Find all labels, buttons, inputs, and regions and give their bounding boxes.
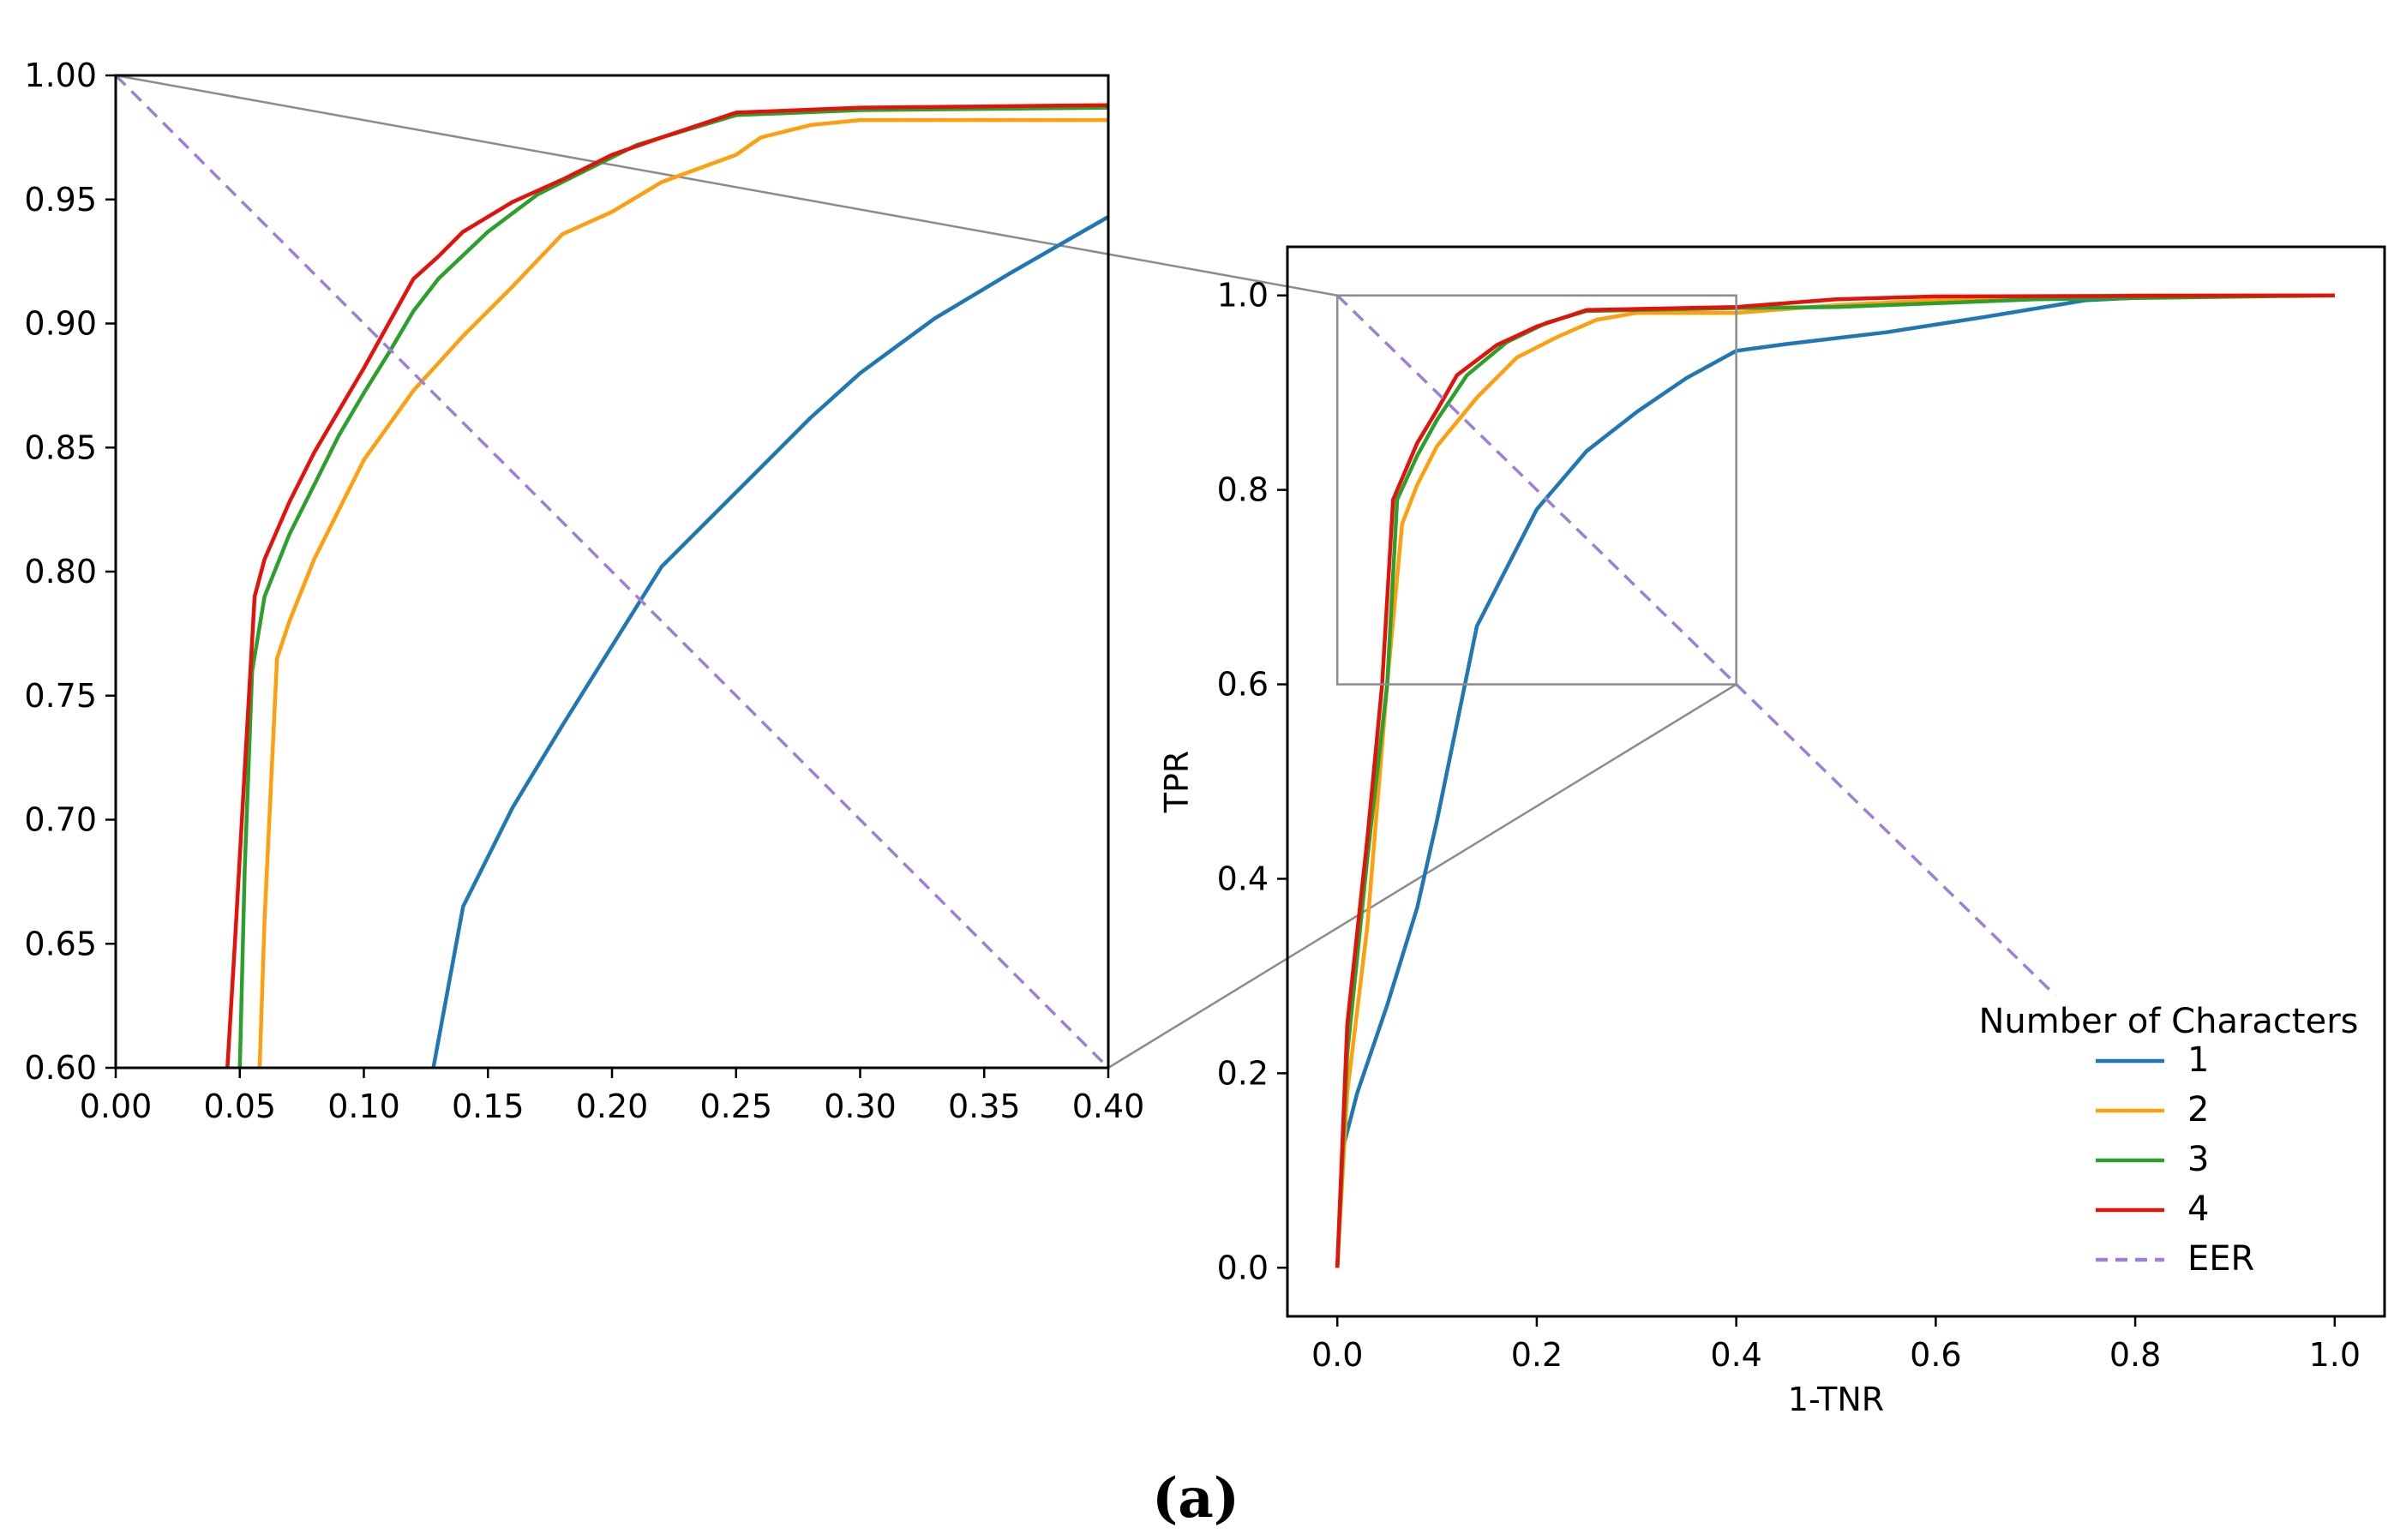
main-y-tick-label: 0.2: [1217, 1054, 1269, 1092]
main-y-ticks: 0.0 0.2 0.4 0.6 0.8 1.0: [1217, 277, 1287, 1286]
inset-series-3-line: [237, 105, 1108, 1068]
main-frame: [1286, 245, 2386, 1318]
inset-y-tick-label: 0.85: [24, 428, 97, 466]
inset-chart: 0.00 0.05 0.10 0.15 0.20 0.25 0.30 0.35 0.40 0.6…: [24, 57, 1144, 1125]
inset-x-tick-label: 0.15: [452, 1088, 525, 1125]
main-y-tick-label: 0.6: [1217, 666, 1269, 704]
inset-x-tick-label: 0.00: [80, 1088, 153, 1125]
main-series-2-line: [1335, 293, 2335, 1268]
inset-y-ticks: 0.60 0.65 0.70 0.75 0.80 0.85 0.90 0.95 1.00: [24, 57, 116, 1087]
inset-x-tick-label: 0.40: [1072, 1088, 1145, 1125]
inset-x-tick-label: 0.05: [203, 1088, 276, 1125]
inset-y-tick-label: 0.65: [24, 925, 97, 962]
inset-series-group: [116, 75, 1108, 1068]
main-x-axis-label: 1-TNR: [1788, 1381, 1884, 1418]
legend-label-eer: EER: [2187, 1239, 2254, 1279]
legend-label-3: 3: [2187, 1140, 2209, 1179]
legend-title: Number of Characters: [1979, 1002, 2359, 1041]
main-x-tick-label: 0.4: [1710, 1336, 1761, 1374]
legend-label-4: 4: [2187, 1189, 2209, 1229]
inset-y-tick-label: 0.60: [24, 1049, 97, 1087]
main-x-tick-label: 0.0: [1311, 1336, 1363, 1374]
inset-x-tick-label: 0.35: [948, 1088, 1021, 1125]
inset-x-tick-label: 0.10: [327, 1088, 400, 1125]
inset-y-tick-label: 1.00: [24, 57, 97, 94]
inset-y-tick-label: 0.75: [24, 677, 97, 715]
main-x-tick-label: 0.6: [1910, 1336, 1961, 1374]
main-chart: 0.0 0.2 0.4 0.6 0.8 1.0 0.0 0.2 0.4 0.6 0.8 1.0 1-…: [1158, 245, 2386, 1418]
main-series-group: [1335, 293, 2335, 1268]
zoom-connectors: [115, 74, 1737, 1070]
main-x-tick-label: 1.0: [2309, 1336, 2361, 1374]
main-y-tick-label: 1.0: [1217, 277, 1269, 315]
main-y-axis-label: TPR: [1158, 751, 1196, 814]
main-x-ticks: 0.0 0.2 0.4 0.6 0.8 1.0: [1311, 1316, 2361, 1374]
inset-y-tick-label: 0.80: [24, 553, 97, 590]
main-x-tick-label: 0.8: [2109, 1336, 2161, 1374]
inset-series-1-line: [431, 215, 1108, 1068]
legend: Number of Characters 1 2 3 4 EER: [1979, 1002, 2359, 1279]
main-series-3-line: [1335, 293, 2335, 1268]
inset-x-tick-label: 0.25: [699, 1088, 772, 1125]
inset-series-4-line: [225, 103, 1108, 1068]
inset-y-tick-label: 0.95: [24, 181, 97, 219]
zoom-box: [1335, 294, 1737, 686]
main-y-tick-label: 0.4: [1217, 860, 1269, 897]
inset-x-ticks: 0.00 0.05 0.10 0.15 0.20 0.25 0.30 0.35 0.40: [80, 1068, 1145, 1125]
figure-caption: (a): [1152, 1466, 1239, 1531]
main-series-1-line: [1335, 293, 2335, 1268]
inset-x-tick-label: 0.20: [576, 1088, 649, 1125]
connector-bottom: [1107, 683, 1737, 1070]
inset-y-tick-label: 0.70: [24, 801, 97, 839]
legend-label-1: 1: [2187, 1040, 2209, 1080]
inset-eer-line: [116, 75, 1108, 1068]
main-series-4-line: [1335, 293, 2335, 1268]
legend-label-2: 2: [2187, 1090, 2209, 1130]
legend-entries: 1 2 3 4 EER: [2096, 1040, 2254, 1279]
main-x-tick-label: 0.2: [1511, 1336, 1563, 1374]
main-eer-line: [1335, 294, 2057, 997]
connector-top: [115, 74, 1338, 297]
main-y-tick-label: 0.8: [1217, 471, 1269, 509]
inset-x-tick-label: 0.30: [824, 1088, 897, 1125]
main-y-tick-label: 0.0: [1217, 1249, 1269, 1286]
inset-series-2-line: [257, 117, 1108, 1068]
inset-y-tick-label: 0.90: [24, 305, 97, 343]
